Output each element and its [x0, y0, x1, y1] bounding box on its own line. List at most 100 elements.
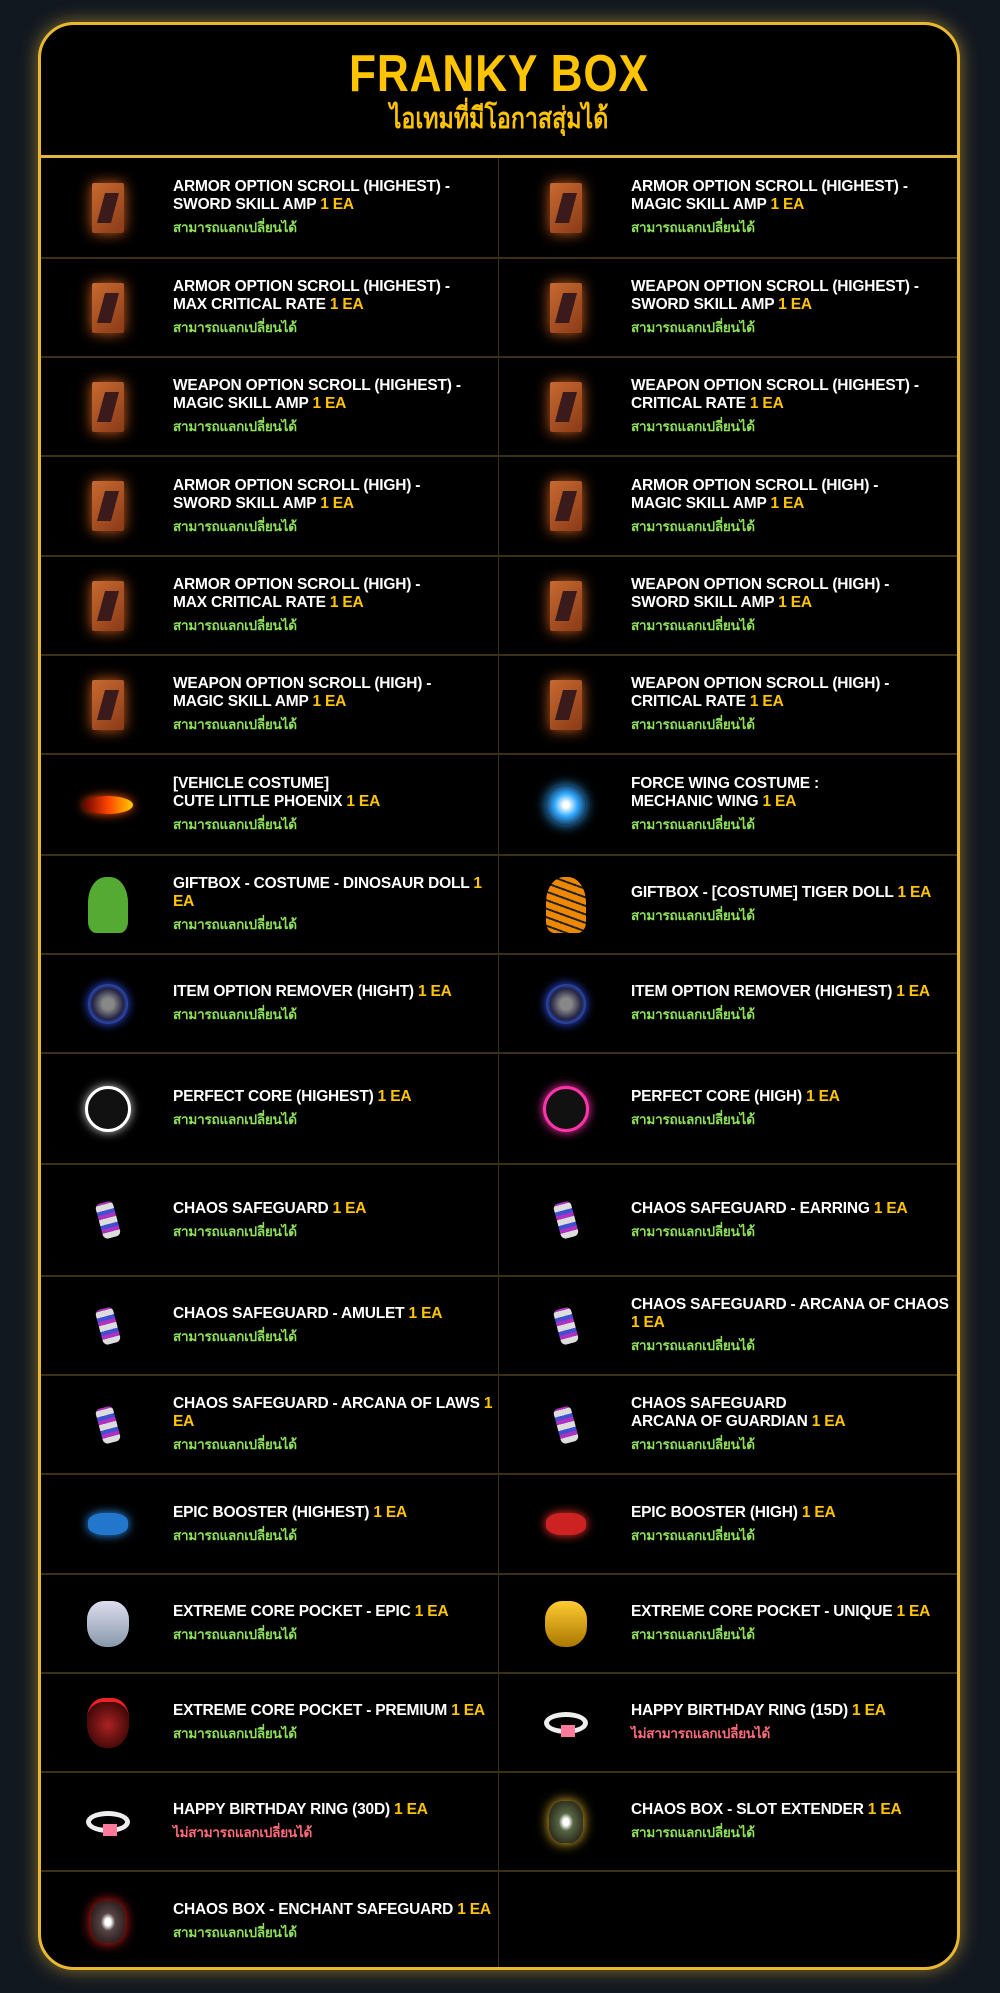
- weapon-scroll-icon: [77, 674, 139, 736]
- trade-status: สามารถแลกเปลี่ยนได้: [631, 1223, 755, 1239]
- item-cell: EPIC BOOSTER (HIGHEST) 1 EA สามารถแลกเปลี…: [41, 1475, 499, 1573]
- item-name: EPIC BOOSTER (HIGHEST): [173, 1503, 370, 1521]
- item-name: CRITICAL RATE: [631, 395, 746, 412]
- item-cell: [VEHICLE COSTUME] CUTE LITTLE PHOENIX 1 E…: [41, 755, 499, 854]
- epic-booster-blue-icon: [77, 1493, 139, 1555]
- item-name-line2: PERFECT CORE (HIGH) 1 EA: [631, 1088, 840, 1106]
- item-quantity: 1 EA: [801, 1503, 836, 1521]
- trade-status: สามารถแลกเปลี่ยนได้: [173, 917, 297, 932]
- empty-cell: [499, 1872, 957, 1967]
- item-quantity: 1 EA: [762, 793, 797, 810]
- item-name: EPIC BOOSTER (HIGH): [631, 1503, 798, 1521]
- item-cell: WEAPON OPTION SCROLL (HIGHEST) - MAGIC SK…: [41, 358, 499, 455]
- item-quantity: 1 EA: [867, 1801, 902, 1818]
- trade-status: สามารถแลกเปลี่ยนได้: [631, 1527, 755, 1543]
- item-text: PERFECT CORE (HIGHEST) 1 EA สามารถแลกเปลี…: [173, 1088, 412, 1129]
- item-grid: ARMOR OPTION SCROLL (HIGHEST) - SWORD SKI…: [41, 158, 957, 1967]
- ring-icon: [535, 1692, 597, 1754]
- item-cell: CHAOS SAFEGUARD - EARRING 1 EA สามารถแลกเ…: [499, 1165, 957, 1275]
- item-quantity: 1 EA: [811, 1413, 846, 1430]
- epic-booster-red-icon: [535, 1493, 597, 1555]
- item-name-line1: CHAOS SAFEGUARD: [631, 1395, 787, 1412]
- item-quantity: 1 EA: [320, 494, 354, 512]
- item-name-line2: SWORD SKILL AMP 1 EA: [173, 196, 450, 214]
- trade-status: สามารถแลกเปลี่ยนได้: [631, 1437, 755, 1452]
- weapon-scroll-icon: [535, 575, 597, 637]
- item-name-line2: GIFTBOX - COSTUME - DINOSAUR DOLL 1 EA: [173, 875, 498, 911]
- item-cell: PERFECT CORE (HIGH) 1 EA สามารถแลกเปลี่ยน…: [499, 1054, 957, 1163]
- item-name-line2: CHAOS BOX - SLOT EXTENDER 1 EA: [631, 1801, 902, 1819]
- page-title: FRANKY BOX: [349, 45, 649, 103]
- item-cell: EPIC BOOSTER (HIGH) 1 EA สามารถแลกเปลี่ยน…: [499, 1475, 957, 1573]
- item-name: MAX CRITICAL RATE: [173, 594, 326, 611]
- item-name-line2: EXTREME CORE POCKET - EPIC 1 EA: [173, 1603, 449, 1621]
- item-text: WEAPON OPTION SCROLL (HIGHEST) - SWORD SK…: [631, 278, 919, 337]
- item-row: ARMOR OPTION SCROLL (HIGHEST) - SWORD SKI…: [41, 158, 957, 259]
- trade-status: สามารถแลกเปลี่ยนได้: [631, 1007, 755, 1022]
- item-name-line2: SWORD SKILL AMP 1 EA: [631, 296, 919, 314]
- item-text: [VEHICLE COSTUME] CUTE LITTLE PHOENIX 1 E…: [173, 775, 380, 834]
- item-name-line2: CUTE LITTLE PHOENIX 1 EA: [173, 793, 380, 811]
- item-name-line1: ARMOR OPTION SCROLL (HIGH) -: [173, 476, 421, 494]
- item-row: HAPPY BIRTHDAY RING (30D) 1 EA ไม่สามารถแ…: [41, 1773, 957, 1872]
- item-name-line2: SWORD SKILL AMP 1 EA: [631, 594, 889, 612]
- armor-scroll-icon: [77, 277, 139, 339]
- item-cell: CHAOS SAFEGUARD ARCANA OF GUARDIAN 1 EA สา…: [499, 1376, 957, 1473]
- trade-status: สามารถแลกเปลี่ยนได้: [173, 1112, 297, 1127]
- item-name: CHAOS SAFEGUARD - EARRING: [631, 1199, 870, 1217]
- item-name-line2: MAX CRITICAL RATE 1 EA: [173, 594, 420, 612]
- item-quantity: 1 EA: [414, 1603, 449, 1620]
- item-cell: WEAPON OPTION SCROLL (HIGH) - SWORD SKILL…: [499, 557, 957, 654]
- weapon-scroll-icon: [535, 376, 597, 438]
- item-text: WEAPON OPTION SCROLL (HIGHEST) - CRITICAL…: [631, 377, 919, 436]
- item-text: CHAOS SAFEGUARD - AMULET 1 EA สามารถแลกเป…: [173, 1305, 442, 1346]
- item-name-line2: CRITICAL RATE 1 EA: [631, 693, 889, 711]
- item-name-line1: ARMOR OPTION SCROLL (HIGHEST) -: [173, 178, 450, 195]
- item-quantity: 1 EA: [896, 983, 930, 1000]
- item-name-line2: CHAOS SAFEGUARD - AMULET 1 EA: [173, 1305, 442, 1323]
- chaos-box-red-icon: [77, 1891, 139, 1953]
- item-name: SWORD SKILL AMP: [631, 296, 775, 313]
- wing-icon: [535, 774, 597, 836]
- ring-icon: [77, 1791, 139, 1853]
- weapon-scroll-icon: [77, 376, 139, 438]
- item-name-line1: ARMOR OPTION SCROLL (HIGH) -: [631, 476, 879, 494]
- phoenix-icon: [77, 774, 139, 836]
- item-quantity: 1 EA: [173, 875, 482, 910]
- dinosaur-doll-icon: [77, 874, 139, 936]
- item-name-line2: ARCANA OF GUARDIAN 1 EA: [631, 1413, 846, 1431]
- item-row: ARMOR OPTION SCROLL (HIGH) - SWORD SKILL …: [41, 457, 957, 557]
- trade-status: สามารถแลกเปลี่ยนได้: [631, 1338, 755, 1353]
- item-name: GIFTBOX - COSTUME - DINOSAUR DOLL: [173, 875, 470, 892]
- item-text: GIFTBOX - [COSTUME] TIGER DOLL 1 EA สามาร…: [631, 884, 931, 925]
- item-name: CHAOS BOX - ENCHANT SAFEGUARD: [173, 1901, 454, 1918]
- item-name: HAPPY BIRTHDAY RING (30D): [173, 1801, 390, 1818]
- armor-scroll-icon: [535, 177, 597, 239]
- item-row: ARMOR OPTION SCROLL (HIGH) - MAX CRITICAL…: [41, 557, 957, 656]
- item-cell: WEAPON OPTION SCROLL (HIGHEST) - CRITICAL…: [499, 358, 957, 455]
- item-text: ARMOR OPTION SCROLL (HIGHEST) - MAGIC SKI…: [631, 178, 908, 237]
- item-quantity: 1 EA: [373, 1503, 408, 1521]
- item-name-line2: CRITICAL RATE 1 EA: [631, 395, 919, 413]
- trade-status: สามารถแลกเปลี่ยนได้: [631, 320, 755, 335]
- item-text: ARMOR OPTION SCROLL (HIGH) - MAGIC SKILL …: [631, 477, 878, 536]
- item-row: CHAOS BOX - ENCHANT SAFEGUARD 1 EA สามารถ…: [41, 1872, 957, 1967]
- item-text: HAPPY BIRTHDAY RING (30D) 1 EA ไม่สามารถแ…: [173, 1801, 428, 1842]
- trade-status: ไม่สามารถแลกเปลี่ยนได้: [631, 1726, 771, 1741]
- pocket-gold-icon: [535, 1593, 597, 1655]
- item-name-line1: ARMOR OPTION SCROLL (HIGHEST) -: [631, 178, 908, 195]
- item-quantity: 1 EA: [631, 1314, 665, 1331]
- trade-status: สามารถแลกเปลี่ยนได้: [631, 908, 755, 923]
- header: FRANKY BOX ไอเทมที่มีโอกาสสุ่มได้: [41, 25, 957, 158]
- item-row: ITEM OPTION REMOVER (HIGHT) 1 EA สามารถแล…: [41, 955, 957, 1054]
- item-cell: ARMOR OPTION SCROLL (HIGH) - MAGIC SKILL …: [499, 457, 957, 555]
- option-remover-icon: [535, 973, 597, 1035]
- item-name: CHAOS SAFEGUARD - ARCANA OF CHAOS: [631, 1296, 949, 1313]
- item-row: CHAOS SAFEGUARD - AMULET 1 EA สามารถแลกเป…: [41, 1277, 957, 1376]
- item-name: CUTE LITTLE PHOENIX: [173, 793, 343, 810]
- item-name: SWORD SKILL AMP: [631, 594, 775, 611]
- item-name-line1: FORCE WING COSTUME :: [631, 775, 820, 792]
- item-cell: CHAOS BOX - ENCHANT SAFEGUARD 1 EA สามารถ…: [41, 1872, 499, 1967]
- item-name-line1: WEAPON OPTION SCROLL (HIGHEST) -: [631, 377, 919, 394]
- trade-status: สามารถแลกเปลี่ยนได้: [173, 320, 297, 335]
